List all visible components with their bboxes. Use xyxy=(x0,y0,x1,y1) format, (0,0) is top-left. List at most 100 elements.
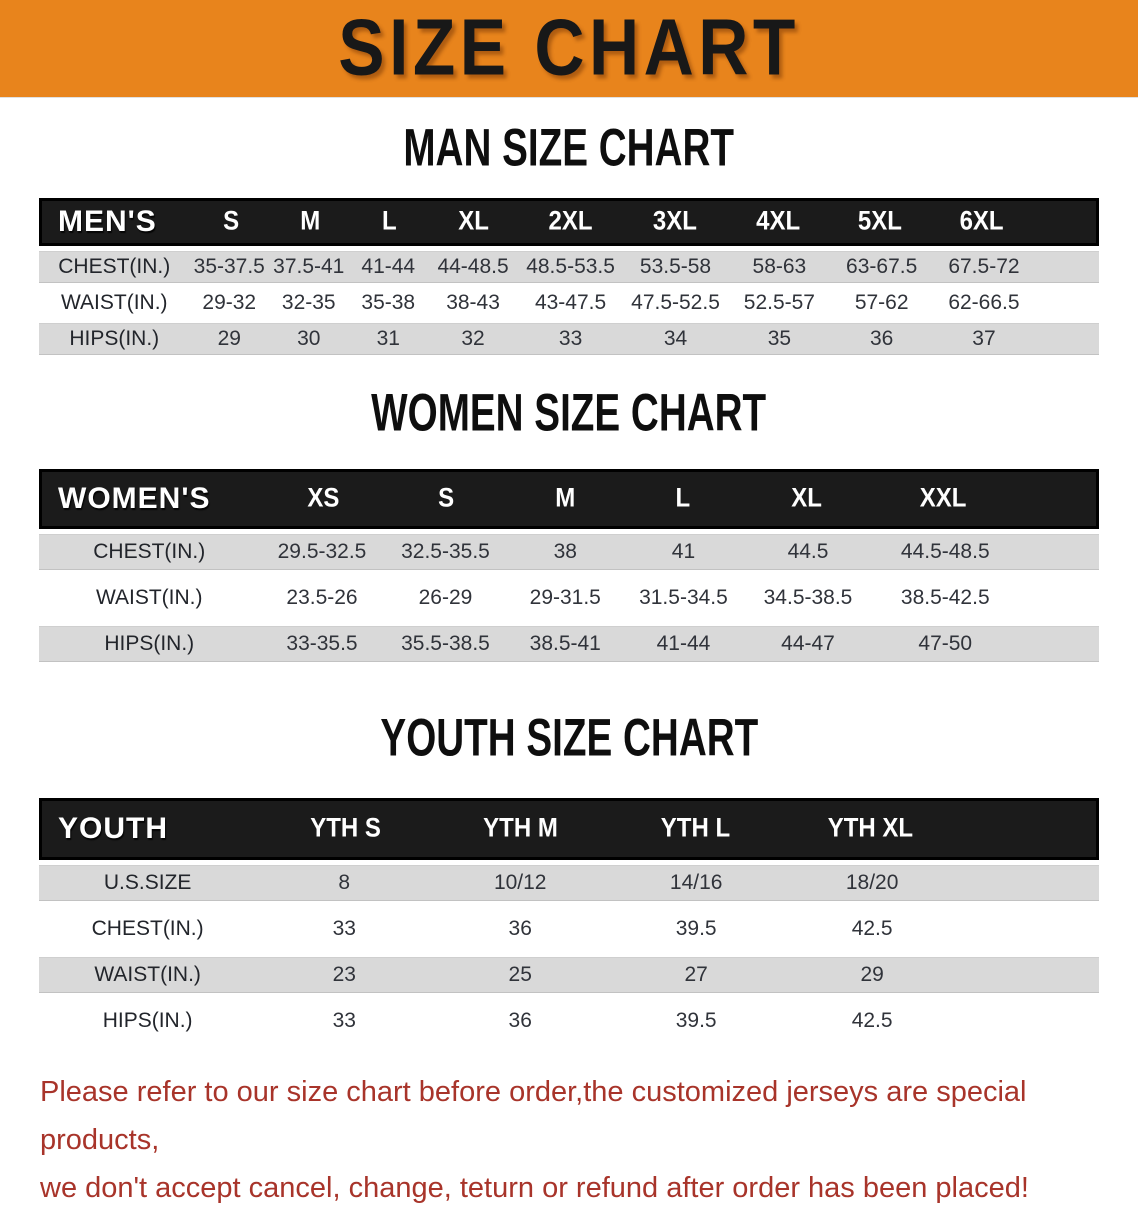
men-table-header-row: MEN'S S M L XL 2XL 3XL 4XL 5XL 6XL xyxy=(39,198,1099,246)
women-section-heading-text: WOMEN SIZE CHART xyxy=(371,383,767,442)
value-cell: 37.5-41 xyxy=(273,255,345,278)
value-cell: 27 xyxy=(684,963,708,986)
men-section-heading-text: MAN SIZE CHART xyxy=(403,118,735,177)
value-cell: 48.5-53.5 xyxy=(526,255,615,278)
value-cell: 44.5 xyxy=(787,540,829,563)
youth-size-table: YOUTH YTH S YTH M YTH L YTH XL U.S.SIZE 8 10/… xyxy=(39,798,1099,1038)
value-cell: 34.5-38.5 xyxy=(763,586,853,609)
value-cell: 33 xyxy=(558,327,583,350)
size-column-header: XL xyxy=(458,206,489,237)
row-label: WAIST(IN.) xyxy=(94,963,201,986)
value-cell: 42.5 xyxy=(851,917,893,940)
value-cell: 39.5 xyxy=(675,1009,717,1032)
youth-table-header-row: YOUTH YTH S YTH M YTH L YTH XL xyxy=(39,798,1099,860)
table-row: WAIST(IN.) 23 25 27 29 xyxy=(39,957,1099,993)
size-column-header: XS xyxy=(307,483,340,514)
youth-table-body: U.S.SIZE 8 10/12 14/16 18/20 CHEST(IN.) 33 36 39… xyxy=(39,865,1099,1038)
value-cell: 62-66.5 xyxy=(948,291,1020,314)
value-cell: 33 xyxy=(332,1009,356,1032)
value-cell: 53.5-58 xyxy=(639,255,712,278)
value-cell: 33 xyxy=(332,917,356,940)
value-cell: 23.5-26 xyxy=(286,586,358,609)
row-label: HIPS(IN.) xyxy=(102,1009,193,1032)
value-cell: 58-63 xyxy=(752,255,807,278)
size-column-header: 6XL xyxy=(959,206,1004,237)
row-label: HIPS(IN.) xyxy=(104,632,195,655)
value-cell: 44-47 xyxy=(781,632,835,655)
value-cell: 29 xyxy=(217,327,241,350)
youth-group-label: YOUTH xyxy=(58,812,168,845)
size-column-header: L xyxy=(675,483,691,514)
value-cell: 31 xyxy=(376,327,400,350)
value-cell: 36 xyxy=(869,327,894,350)
row-label: WAIST(IN.) xyxy=(95,586,203,609)
men-table-body: CHEST(IN.) 35-37.5 37.5-41 41-44 44-48.5 48.5… xyxy=(39,251,1099,355)
value-cell: 35-37.5 xyxy=(193,255,265,278)
value-cell: 18/20 xyxy=(845,871,899,894)
table-row: WAIST(IN.) 23.5-26 26-29 29-31.5 31.5-34.5 34… xyxy=(39,581,1099,615)
disclaimer-line-2: we don't accept cancel, change, teturn o… xyxy=(40,1172,1029,1204)
value-cell: 29-32 xyxy=(202,291,257,314)
youth-section-heading: YOUTH SIZE CHART xyxy=(0,708,1138,772)
value-cell: 38-43 xyxy=(446,291,500,314)
value-cell: 29-31.5 xyxy=(529,586,601,609)
value-cell: 33-35.5 xyxy=(286,632,358,655)
row-label: HIPS(IN.) xyxy=(69,327,160,350)
table-row: CHEST(IN.) 33 36 39.5 42.5 xyxy=(39,912,1099,946)
men-section-heading: MAN SIZE CHART xyxy=(0,118,1138,182)
women-table-header-row: WOMEN'S XS S M L XL XXL xyxy=(39,469,1099,529)
table-row: WAIST(IN.) 29-32 32-35 35-38 38-43 43-47.5 47.… xyxy=(39,288,1099,318)
value-cell: 35-38 xyxy=(361,291,416,314)
row-label: U.S.SIZE xyxy=(103,871,192,894)
value-cell: 44-48.5 xyxy=(437,255,509,278)
women-section-heading: WOMEN SIZE CHART xyxy=(0,383,1138,447)
size-column-header: S xyxy=(223,206,240,237)
value-cell: 38.5-41 xyxy=(529,632,601,655)
value-cell: 32-35 xyxy=(281,291,336,314)
size-column-header: S xyxy=(438,483,455,514)
value-cell: 35.5-38.5 xyxy=(401,632,490,655)
value-cell: 67.5-72 xyxy=(948,255,1020,278)
size-column-header: YTH S xyxy=(310,813,381,844)
value-cell: 29.5-32.5 xyxy=(277,540,367,563)
value-cell: 38.5-42.5 xyxy=(900,586,990,609)
value-cell: 41-44 xyxy=(656,632,711,655)
youth-section-heading-text: YOUTH SIZE CHART xyxy=(380,708,758,767)
value-cell: 34 xyxy=(663,327,688,350)
value-cell: 38 xyxy=(553,540,577,563)
value-cell: 25 xyxy=(508,963,532,986)
value-cell: 42.5 xyxy=(851,1009,893,1032)
size-column-header: 4XL xyxy=(756,206,801,237)
row-label: CHEST(IN.) xyxy=(93,540,206,563)
size-column-header: YTH L xyxy=(660,813,731,844)
women-group-label: WOMEN'S xyxy=(58,482,211,515)
value-cell: 47.5-52.5 xyxy=(631,291,720,314)
value-cell: 36 xyxy=(508,1009,532,1032)
size-column-header: XXL xyxy=(919,483,967,514)
table-row: CHEST(IN.) 35-37.5 37.5-41 41-44 44-48.5 48.5… xyxy=(39,251,1099,283)
value-cell: 10/12 xyxy=(493,871,547,894)
disclaimer: Please refer to our size chart before or… xyxy=(40,1068,1098,1212)
page-title: SIZE CHART xyxy=(338,4,800,93)
value-cell: 26-29 xyxy=(418,586,473,609)
row-label: CHEST(IN.) xyxy=(91,917,204,940)
women-table-body: CHEST(IN.) 29.5-32.5 32.5-35.5 38 41 44.5 44.5… xyxy=(39,534,1099,662)
men-group-label: MEN'S xyxy=(58,205,157,238)
banner: SIZE CHART xyxy=(0,0,1138,98)
size-column-header: L xyxy=(381,206,397,237)
value-cell: 52.5-57 xyxy=(743,291,815,314)
size-column-header: M xyxy=(300,206,321,237)
value-cell: 32 xyxy=(461,327,485,350)
row-label: WAIST(IN.) xyxy=(60,291,168,314)
table-row: CHEST(IN.) 29.5-32.5 32.5-35.5 38 41 44.5 44.5… xyxy=(39,534,1099,570)
value-cell: 31.5-34.5 xyxy=(639,586,728,609)
value-cell: 14/16 xyxy=(669,871,723,894)
table-row: HIPS(IN.) 33 36 39.5 42.5 xyxy=(39,1004,1099,1038)
table-row: HIPS(IN.) 29 30 31 32 33 34 35 36 37 xyxy=(39,323,1099,355)
value-cell: 47-50 xyxy=(918,632,973,655)
value-cell: 63-67.5 xyxy=(846,255,918,278)
value-cell: 39.5 xyxy=(675,917,717,940)
table-row: U.S.SIZE 8 10/12 14/16 18/20 xyxy=(39,865,1099,901)
value-cell: 36 xyxy=(508,917,532,940)
